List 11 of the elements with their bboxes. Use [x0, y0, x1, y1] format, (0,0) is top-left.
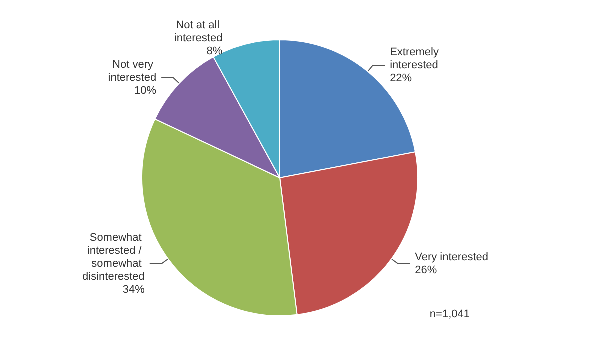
slice-label: Not very interested	[108, 59, 157, 84]
data-label: 8%	[206, 46, 223, 58]
data-label: 34%	[122, 284, 146, 296]
slice-label: Not at all interested	[174, 20, 223, 45]
slice-label: Somewhat interested / somewhat disinterested	[82, 232, 145, 283]
data-label: 10%	[134, 85, 157, 98]
slice-label: Very interested	[415, 251, 488, 264]
data-label: 22%	[390, 72, 412, 85]
slice-label: Extremely interested	[390, 46, 442, 72]
data-label: 26%	[415, 264, 438, 276]
text: n=1,041	[430, 308, 470, 320]
